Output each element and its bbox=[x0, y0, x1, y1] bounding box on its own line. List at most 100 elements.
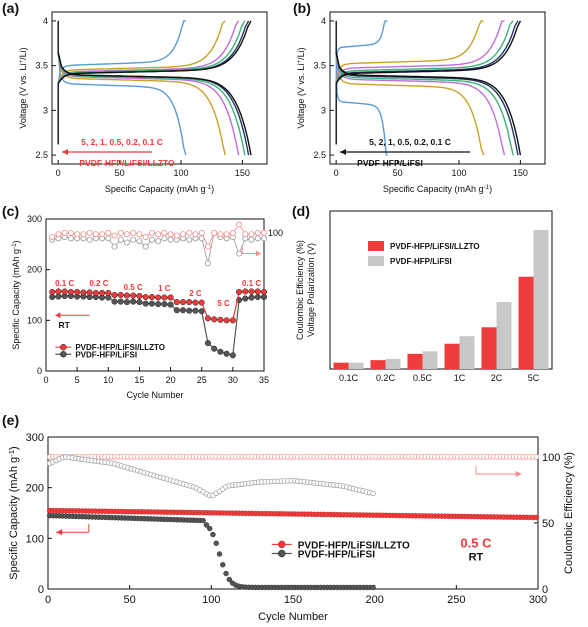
ce-gray-point bbox=[123, 239, 130, 246]
x-tick-label: 0 bbox=[56, 168, 61, 178]
y-axis-label: Specific Capacity (mAh g-1) bbox=[7, 446, 20, 579]
ce-gray-point bbox=[142, 243, 149, 250]
y-tick-label: 200 bbox=[27, 265, 42, 275]
x-axis-label: Cycle Number bbox=[258, 611, 328, 623]
capacity-gray-point bbox=[204, 340, 211, 347]
y-tick-label: 300 bbox=[26, 432, 44, 444]
x-tick-label: 20 bbox=[166, 375, 176, 385]
rate-arrowhead bbox=[62, 149, 68, 155]
y-axis-label: Voltage Polarization (V) bbox=[306, 243, 316, 337]
bar-red-0.2C bbox=[370, 360, 386, 369]
y-axis-label: Specific Capacity (mAh g-1) bbox=[11, 240, 21, 349]
ce-gray-point bbox=[204, 260, 211, 267]
capacity-gray-point bbox=[217, 348, 224, 355]
capacity-gray-point bbox=[49, 293, 56, 301]
bar-gray-1C bbox=[459, 336, 475, 369]
x-tick-label: 2C bbox=[491, 373, 503, 383]
ce-red-point bbox=[105, 229, 112, 236]
legend-label: PVDF-HFP/LiFSI/LLZTO bbox=[298, 540, 410, 551]
y-tick-label: 2.5 bbox=[313, 150, 326, 160]
capacity-red-point bbox=[236, 288, 243, 296]
x-tick-label: 25 bbox=[197, 375, 207, 385]
ce-tick-label: 100 bbox=[542, 452, 560, 464]
rate-label: 2 C bbox=[189, 289, 202, 298]
x-tick-label: 5C bbox=[528, 373, 540, 383]
x-tick-label: 250 bbox=[447, 594, 465, 606]
charge-curve-1C bbox=[335, 20, 505, 84]
ce-red-point bbox=[130, 229, 137, 236]
discharge-curve-2C bbox=[57, 52, 226, 156]
ce-gray-point bbox=[370, 490, 376, 497]
ce-red-point bbox=[254, 229, 261, 236]
ce-red-point bbox=[242, 231, 249, 238]
capacity-gray-point bbox=[179, 307, 187, 314]
x-tick-label: 0.5C bbox=[413, 373, 433, 383]
discharge-curve-0.1C bbox=[57, 52, 252, 156]
ce-red-point bbox=[198, 229, 205, 236]
capacity-gray-point bbox=[173, 307, 180, 314]
x-tick-label: 150 bbox=[284, 594, 302, 606]
y-tick-label: 4 bbox=[321, 16, 326, 26]
charge-curve-1C bbox=[57, 20, 240, 84]
ce-gray-point bbox=[111, 243, 118, 250]
capacity-gray-point bbox=[220, 562, 226, 568]
ce-red-point bbox=[186, 229, 193, 236]
ce-red-point bbox=[86, 229, 93, 236]
charge-curve-0.1C bbox=[335, 20, 522, 84]
ce-red-point bbox=[211, 229, 218, 236]
x-tick-label: 0 bbox=[334, 168, 339, 178]
x-tick-label: 50 bbox=[115, 168, 125, 178]
x-axis-label: Specific Capacity (mAh g-1) bbox=[383, 184, 492, 194]
x-tick-label: 5 bbox=[75, 375, 80, 385]
ce-red-point bbox=[223, 231, 230, 238]
y-tick-label: 0 bbox=[38, 584, 44, 596]
left-arrowhead bbox=[55, 312, 61, 319]
ce-red-point bbox=[167, 231, 174, 238]
legend-marker-red bbox=[60, 343, 67, 351]
rate-label: 0.2 C bbox=[89, 279, 108, 288]
y-axis-label-right: Coulombic Efficiency (%) bbox=[563, 452, 575, 574]
x-axis-label: Cycle Number bbox=[126, 390, 183, 400]
capacity-gray-point bbox=[223, 350, 230, 357]
capacity-gray-point bbox=[242, 295, 249, 302]
charge-curve-0.5C bbox=[335, 20, 514, 84]
y-tick-label: 100 bbox=[27, 315, 42, 325]
discharge-curve-1C bbox=[57, 52, 240, 156]
legend-marker-gray bbox=[278, 549, 286, 558]
ce-gray-point bbox=[117, 236, 124, 243]
discharge-curve-2C bbox=[335, 52, 485, 156]
capacity-red-point bbox=[161, 294, 168, 301]
ce-red-point bbox=[117, 229, 124, 236]
panel-b-voltage-profile: 2.5 3 3.5 4 0 50 100 150 Specific Capacity (mAh … bbox=[296, 11, 546, 194]
capacity-gray-point bbox=[192, 307, 199, 314]
capacity-red-point bbox=[142, 293, 149, 301]
capacity-gray-point bbox=[55, 293, 62, 300]
capacity-gray-point bbox=[155, 301, 162, 308]
y-tick-label: 3 bbox=[43, 105, 48, 115]
capacity-red-point bbox=[123, 292, 131, 299]
capacity-red-point bbox=[211, 316, 218, 323]
x-tick-label: 200 bbox=[365, 594, 383, 606]
capacity-red-point bbox=[130, 292, 137, 299]
bar-gray-0.2C bbox=[385, 358, 401, 369]
x-tick-label: 100 bbox=[173, 168, 188, 178]
capacity-red-point bbox=[167, 294, 174, 301]
capacity-red-point bbox=[80, 289, 87, 296]
panel-a-voltage-profile: 2.5 3 3.5 4 0 50 100 150 Specific Capacity (mAh … bbox=[18, 11, 268, 194]
ce-tick-label: 50 bbox=[542, 518, 554, 530]
discharge-curve-5C bbox=[57, 52, 187, 156]
right-arrowhead bbox=[515, 471, 522, 478]
ce-gray-point bbox=[136, 238, 143, 245]
ce-red-point bbox=[533, 454, 540, 460]
ce-gray-point bbox=[155, 238, 162, 245]
x-tick-label: 300 bbox=[529, 594, 547, 606]
ce-red-point bbox=[74, 231, 81, 238]
x-tick-label: 50 bbox=[124, 594, 136, 606]
x-tick-label: 0.1C bbox=[339, 373, 359, 383]
bar-red-0.1C bbox=[333, 362, 349, 369]
ce-tick-label: 0 bbox=[542, 584, 548, 596]
ce-gray-point bbox=[248, 236, 255, 243]
capacity-red-point bbox=[117, 291, 124, 299]
